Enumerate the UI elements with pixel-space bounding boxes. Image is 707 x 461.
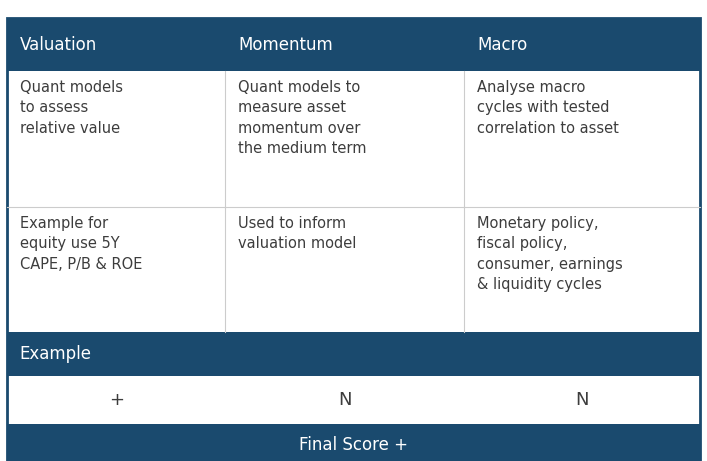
Bar bbox=[226, 207, 464, 332]
Bar bbox=[226, 71, 464, 207]
Text: N: N bbox=[338, 391, 351, 409]
Bar bbox=[7, 207, 226, 332]
Text: Monetary policy,
fiscal policy,
consumer, earnings
& liquidity cycles: Monetary policy, fiscal policy, consumer… bbox=[477, 216, 623, 292]
Bar bbox=[464, 207, 700, 332]
Bar bbox=[7, 376, 700, 424]
Bar bbox=[464, 18, 700, 71]
Text: Momentum: Momentum bbox=[238, 36, 333, 54]
Text: Macro: Macro bbox=[477, 36, 527, 54]
Text: Quant models
to assess
relative value: Quant models to assess relative value bbox=[20, 80, 123, 136]
Bar bbox=[7, 332, 700, 376]
Bar bbox=[464, 71, 700, 207]
Text: Final Score +: Final Score + bbox=[299, 436, 408, 454]
Text: Analyse macro
cycles with tested
correlation to asset: Analyse macro cycles with tested correla… bbox=[477, 80, 619, 136]
Text: Valuation: Valuation bbox=[20, 36, 97, 54]
Bar bbox=[7, 424, 700, 461]
Text: Example: Example bbox=[20, 345, 92, 363]
Bar bbox=[7, 18, 226, 71]
Text: Example for
equity use 5Y
CAPE, P/B & ROE: Example for equity use 5Y CAPE, P/B & RO… bbox=[20, 216, 142, 272]
Bar bbox=[226, 18, 464, 71]
Bar bbox=[7, 71, 226, 207]
Text: +: + bbox=[109, 391, 124, 409]
Text: Used to inform
valuation model: Used to inform valuation model bbox=[238, 216, 356, 251]
Text: Quant models to
measure asset
momentum over
the medium term: Quant models to measure asset momentum o… bbox=[238, 80, 366, 156]
Text: N: N bbox=[575, 391, 589, 409]
